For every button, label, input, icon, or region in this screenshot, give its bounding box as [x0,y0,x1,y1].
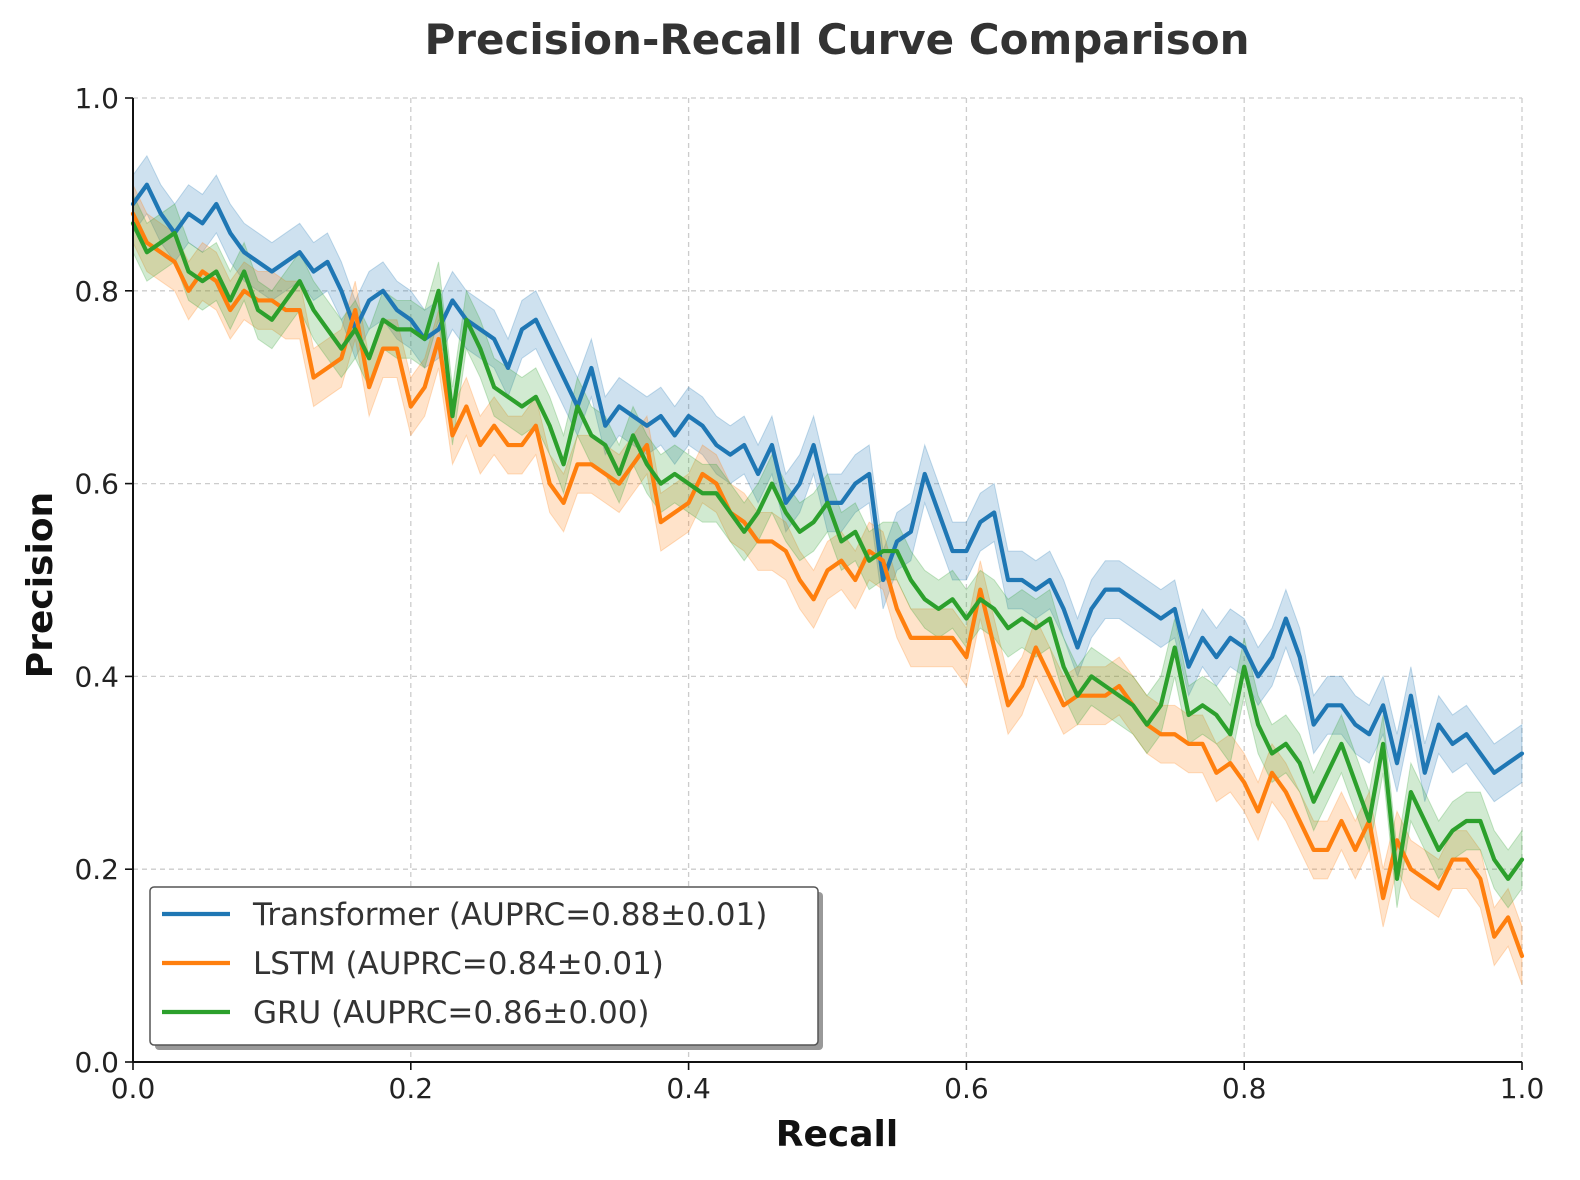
legend-label: Transformer (AUPRC=0.88±0.01) [252,897,767,933]
y-tick-label: 0.2 [74,853,119,886]
y-tick-label: 1.0 [74,82,119,115]
x-tick-label: 0.0 [111,1072,156,1105]
x-tick-label: 0.2 [389,1072,434,1105]
y-tick-label: 0.6 [74,468,119,501]
x-axis-label: Recall [776,1114,898,1155]
axes [125,97,1523,1070]
legend-label: GRU (AUPRC=0.86±0.00) [253,995,650,1031]
tick-labels: 0.0 0.2 0.4 0.6 0.8 1.0 0.0 0.2 0.4 0.6 0.8 1.0 [74,82,1544,1105]
x-tick-label: 0.4 [666,1072,711,1105]
legend-box [149,886,819,1046]
chart-title: Precision-Recall Curve Comparison [425,15,1250,64]
legend-label: LSTM (AUPRC=0.84±0.01) [253,946,664,982]
x-tick-label: 0.8 [1222,1072,1267,1105]
series-line-1 [130,211,1525,959]
series-line-2 [130,221,1525,881]
confidence-band-0 [132,154,1523,803]
x-tick-label: 0.6 [944,1072,989,1105]
y-axis-label: Precision [20,492,61,678]
y-tick-label: 0.0 [74,1046,119,1079]
x-tick-label: 1.0 [1500,1072,1545,1105]
legend: Transformer (AUPRC=0.88±0.01) LSTM (AUPRC… [149,886,823,1050]
y-tick-label: 0.4 [74,660,119,693]
series-lines [130,182,1525,959]
y-tick-label: 0.8 [74,275,119,308]
